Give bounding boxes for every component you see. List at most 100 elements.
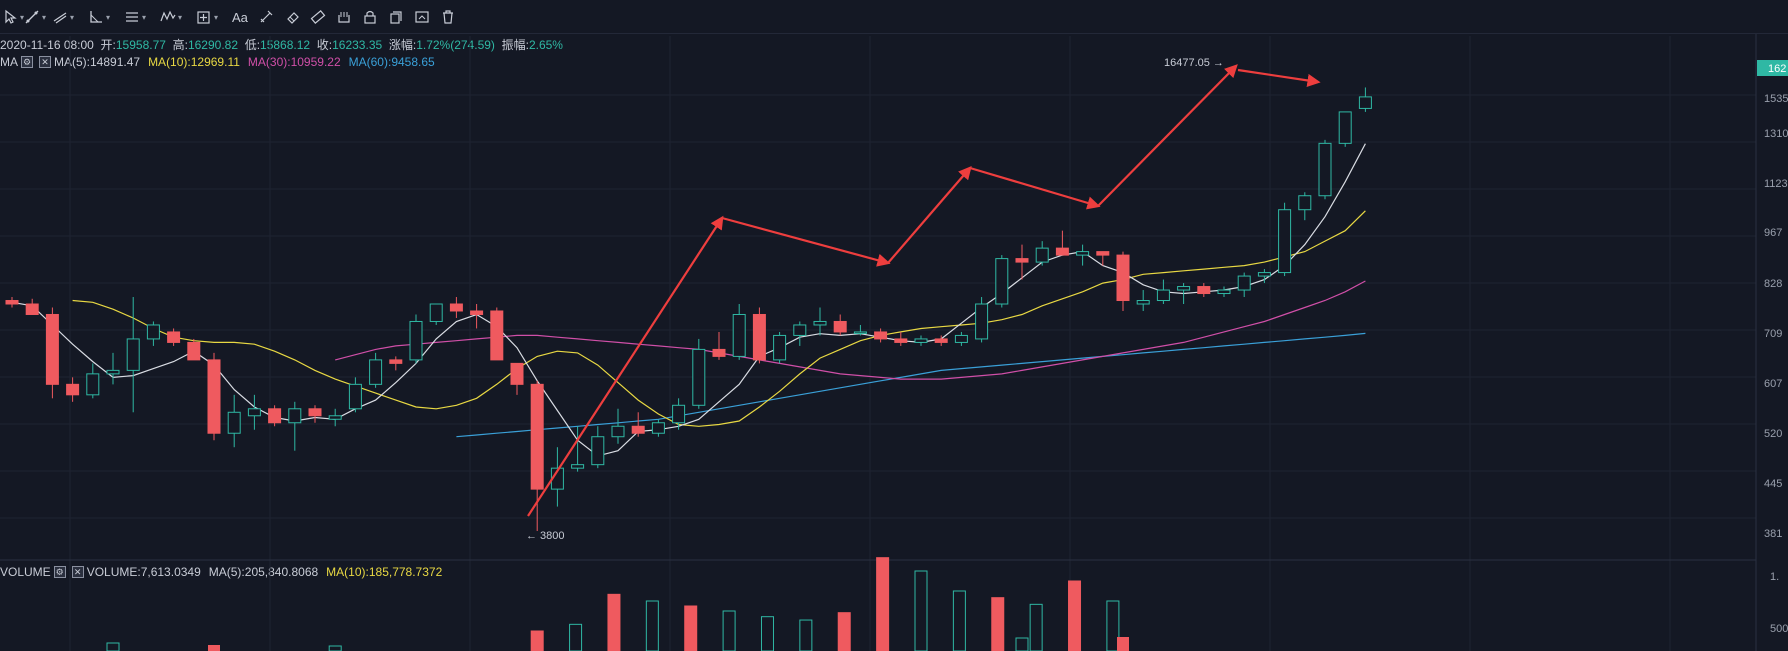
volume-bar — [208, 645, 220, 651]
candle-body — [1116, 254, 1130, 302]
candle-body — [5, 300, 19, 305]
candle-body — [1156, 289, 1170, 302]
volume-indicator-label: VOLUME — [0, 565, 51, 579]
brush-icon[interactable] — [258, 8, 274, 26]
volume-bar — [530, 630, 544, 651]
current-price-badge — [1757, 60, 1788, 76]
volume-bar — [569, 623, 583, 651]
candle-body — [207, 359, 221, 434]
price-tick-label: 709 — [1764, 328, 1782, 340]
candle-body — [1055, 247, 1069, 256]
volume-bar — [722, 610, 736, 651]
candle-body — [874, 331, 888, 340]
volume-bar — [1015, 637, 1029, 651]
candle-body — [187, 341, 201, 361]
volume-bar — [607, 593, 621, 651]
candle-body — [409, 320, 423, 361]
screenshot-icon[interactable] — [414, 8, 430, 26]
ma-close-icon[interactable]: ✕ — [39, 56, 51, 68]
trend-line-icon[interactable]: ▾ — [24, 8, 46, 26]
volume-settings-icon[interactable]: ⚙ — [53, 566, 66, 578]
open-value: 15958.77 — [115, 38, 166, 52]
candle-body — [268, 408, 282, 424]
volume-bar — [914, 570, 928, 651]
candle-body — [1278, 209, 1292, 274]
volume-bar — [760, 616, 774, 651]
ray-icon[interactable]: ▾ — [52, 8, 74, 26]
measure-icon[interactable] — [310, 8, 326, 26]
volume-bar — [799, 619, 813, 651]
candle-body — [1096, 251, 1110, 256]
ma-settings-icon[interactable]: ⚙ — [21, 56, 33, 68]
candle-body — [247, 408, 261, 417]
lock-icon[interactable] — [362, 8, 378, 26]
copy-icon[interactable] — [388, 8, 404, 26]
candle-body — [692, 348, 706, 406]
volume-ma5-value: MA(5):205,840.8068 — [208, 565, 319, 579]
ohlc-info-line: 2020-11-16 08:00 开:15958.77 高:16290.82 低… — [0, 36, 563, 52]
candle-body — [45, 313, 59, 385]
high-label: 高: — [172, 38, 188, 52]
ruler-angle-icon[interactable]: ▾ — [88, 8, 110, 26]
candle-body — [328, 415, 342, 420]
magnet-icon[interactable] — [336, 8, 352, 26]
price-tick-label: 1123 — [1764, 178, 1788, 190]
trash-icon[interactable] — [440, 8, 456, 26]
candle-body — [1358, 96, 1372, 109]
candle-body — [449, 303, 463, 312]
close-value: 16233.35 — [332, 38, 383, 52]
volume-bar — [684, 605, 698, 651]
volume-bar — [1106, 600, 1120, 651]
volume-bar — [837, 612, 851, 651]
candle-body — [1298, 195, 1312, 211]
change-value: 1.72%(274.59) — [416, 38, 495, 52]
high-price-annotation: 16477.05 → — [1164, 57, 1224, 69]
amplitude-label: 振幅: — [501, 38, 529, 52]
ma60-value: MA(60):9458.65 — [348, 55, 435, 69]
price-tick-label: 520 — [1764, 428, 1782, 440]
candle-body — [672, 404, 686, 424]
ma5-line — [11, 143, 1366, 457]
text-icon[interactable]: Aa — [232, 9, 248, 25]
close-label: 收: — [316, 38, 333, 52]
box-plus-icon[interactable]: ▾ — [196, 8, 218, 26]
cursor-icon[interactable]: ▾ — [2, 8, 24, 26]
volume-bar — [991, 597, 1005, 651]
candle-body — [651, 422, 665, 434]
parallel-lines-icon[interactable]: ▾ — [124, 8, 146, 26]
volume-bar — [1117, 637, 1129, 651]
candle-body — [1318, 142, 1332, 197]
candle-body — [530, 383, 544, 490]
candle-body — [631, 425, 645, 434]
eraser-icon[interactable] — [284, 8, 300, 26]
volume-bar — [645, 600, 659, 651]
amplitude-value: 2.65% — [528, 38, 563, 52]
ma60-line — [456, 332, 1366, 438]
drawing-toolbar: ▾ ▾ ▾ ▾ ▾ ▾ ▾ Aa — [0, 0, 1788, 34]
volume-close-icon[interactable]: ✕ — [71, 566, 84, 578]
volume-value: VOLUME:7,613.0349 — [86, 565, 201, 579]
volume-bar — [1068, 580, 1082, 651]
candle-body — [954, 334, 968, 343]
candle-body — [793, 324, 807, 336]
wave-icon[interactable]: ▾ — [160, 8, 182, 26]
volume-bar — [952, 590, 966, 651]
ma-legend: MA ⚙ ✕ MA(5):14891.47 MA(10):12969.11 MA… — [0, 54, 443, 70]
price-axis: 1535 1310 1123 967 828 709 607 520 445 381 162 1. 50… — [1757, 60, 1788, 635]
candle-body — [853, 331, 867, 334]
candle-body — [1257, 272, 1271, 277]
moving-average-lines — [11, 143, 1366, 457]
ma-indicator-label: MA — [0, 55, 18, 69]
candle-body — [146, 324, 160, 340]
candle-body — [1177, 286, 1191, 291]
candle-body — [25, 303, 39, 315]
low-label: 低: — [244, 38, 261, 52]
candle-body — [591, 436, 605, 466]
volume-ma10-value: MA(10):185,778.7372 — [326, 565, 443, 579]
candle-body — [1076, 251, 1090, 256]
candle-body — [1136, 300, 1150, 305]
ma30-value: MA(30):10959.22 — [247, 55, 341, 69]
candle-body — [308, 408, 322, 417]
volume-bar — [876, 557, 890, 651]
